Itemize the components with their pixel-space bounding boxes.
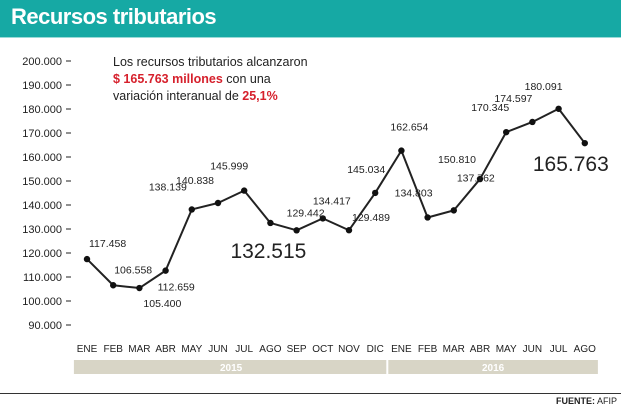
y-tick-label: 150.000 [22,176,62,188]
data-label: 140.838 [176,175,214,187]
data-label: 117.458 [89,238,126,250]
x-tick-label: AGO [259,344,281,355]
x-tick-label: MAY [181,344,202,355]
source-value: AFIP [596,396,617,406]
data-point [293,227,300,234]
chart-header: Recursos tributarios [0,0,621,37]
x-tick-label: JUL [235,344,253,355]
year-label: 2016 [482,363,505,374]
x-tick-label: MAY [496,344,517,355]
annotation-line-2: $ 165.763 millones con una [113,72,271,86]
source-note: FUENTE: AFIP [556,396,617,406]
x-tick-label: ABR [470,344,491,355]
data-point [83,255,91,263]
footer-divider [0,393,621,394]
data-point [110,282,117,289]
series-line [86,107,586,290]
x-tick-label: ENE [391,344,412,355]
x-tick-label: JUL [550,344,568,355]
x-axis: ENE FEB MAR ABR MAY JUN JUL AGO SEP OCT NOV DIC ENE F… [77,344,596,355]
annotation-line-3: variación interanual de 25,1% [113,89,278,103]
data-point [214,199,222,207]
annotation-line-1: Los recursos tributarios alcanzaron [113,55,308,69]
data-point [188,206,195,213]
data-label: 162.654 [390,122,428,134]
annotation-line-2-rest: con una [223,72,271,86]
line-chart: 90.000 100.000 110.000 120.000 130.000 140.00… [22,55,609,374]
data-point [398,147,405,154]
data-label: 145.999 [210,161,248,173]
chart-title: Recursos tributarios [11,4,217,29]
data-point [345,227,353,234]
y-tick-label: 180.000 [22,104,62,116]
y-tick-label: 160.000 [22,152,62,164]
annotation-rate: 25,1% [242,89,277,103]
data-label: 145.034 [347,164,385,176]
data-label: 174.597 [494,93,532,105]
annotation-amount: $ 165.763 millones [113,72,223,86]
year-band [73,360,387,374]
year-band [388,360,598,374]
data-label: 134.803 [395,187,433,199]
y-tick-label: 200.000 [22,56,62,68]
source-label: FUENTE: [555,396,595,406]
x-tick-label: NOV [338,344,360,355]
year-label: 2015 [220,363,243,374]
data-point [450,207,457,214]
data-labels: 117.458 106.558 105.400 112.659 138.139140.8… [89,81,609,310]
data-label: 150.810 [438,154,476,166]
x-tick-label: ABR [155,344,176,355]
data-point [476,175,484,183]
data-label: 129.442 [287,207,325,219]
x-tick-label: FEB [103,344,123,355]
x-tick-label: ENE [77,344,98,355]
y-tick-label: 130.000 [22,224,62,236]
x-tick-label: SEP [287,344,307,355]
data-point [241,187,248,194]
data-label: 106.558 [114,264,152,276]
data-label: 170.345 [471,102,509,114]
data-point [529,118,536,126]
y-tick-label: 190.000 [22,80,62,92]
data-point [162,267,169,274]
y-tick-label: 90.000 [28,320,62,332]
annotation: Los recursos tributarios alcanzaron $ 16… [113,55,308,103]
x-tick-label: MAR [443,344,465,355]
x-tick-label: FEB [418,344,438,355]
data-label: 134.417 [313,195,351,207]
data-label: 105.400 [143,298,181,310]
y-tick-label: 140.000 [22,200,62,212]
data-point [503,128,510,136]
data-label: 138.139 [149,181,187,193]
data-point [424,214,431,221]
x-tick-label: AGO [574,344,596,355]
y-axis: 90.000 100.000 110.000 120.000 130.000 140.00… [22,56,71,332]
data-point [372,189,379,197]
y-tick-label: 120.000 [22,248,62,260]
data-label: 129.489 [352,212,390,224]
x-tick-label: MAR [128,344,150,355]
data-label: 112.659 [158,282,195,294]
x-tick-label: DIC [367,344,384,355]
y-tick-label: 170.000 [22,128,62,140]
y-tick-label: 100.000 [22,296,62,308]
data-point [136,284,143,292]
data-point [267,219,274,227]
data-label: 180.091 [525,81,563,93]
x-tick-label: JUN [523,344,542,355]
data-point [319,215,326,222]
data-point [581,139,588,147]
data-point [555,105,562,112]
y-tick-label: 110.000 [23,272,62,284]
series-line-group [83,105,588,292]
x-tick-label: OCT [312,344,333,355]
header-divider [0,37,621,38]
data-label: 137.762 [457,172,495,184]
highlight-data-label: 132.515 [230,240,306,263]
highlight-data-label: 165.763 [533,153,609,176]
x-tick-label: JUN [208,344,227,355]
year-bands: 2015 2016 [73,360,598,374]
